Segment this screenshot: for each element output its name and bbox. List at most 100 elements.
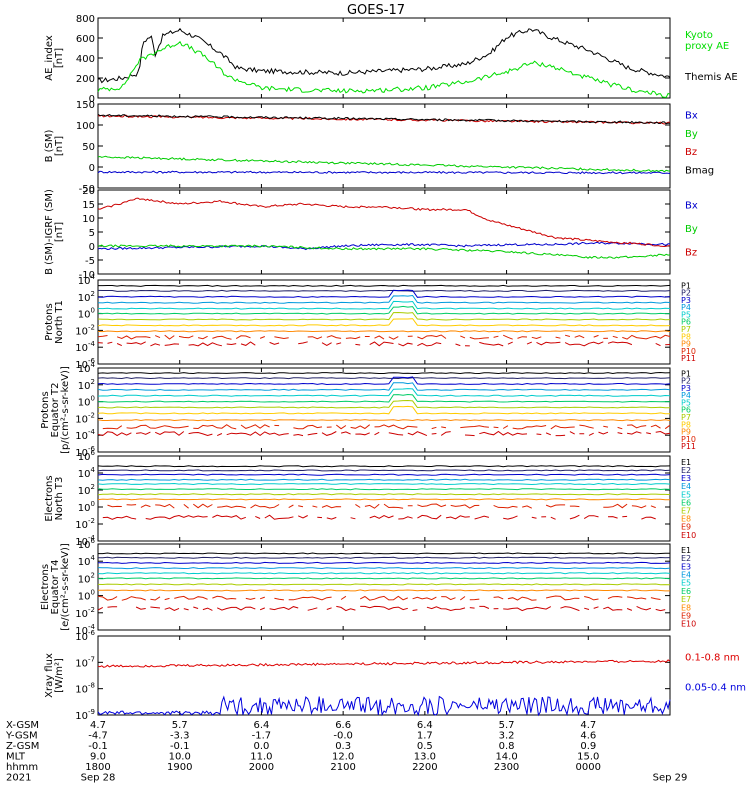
series-line-bx xyxy=(97,170,671,175)
series-line-e2 xyxy=(98,556,671,559)
legend-label: P6 xyxy=(681,318,691,327)
y-axis-label: [nT] xyxy=(54,48,65,68)
y-tick-label: 100 xyxy=(78,589,95,603)
legend-label: Themis AE xyxy=(684,72,738,83)
y-tick-exponent: -4 xyxy=(88,428,96,436)
axis-row-value: 0.3 xyxy=(335,741,351,752)
legend-label: Bx xyxy=(685,201,698,212)
y-axis-label: Protons xyxy=(40,391,51,428)
axis-row-value: 6.4 xyxy=(253,720,269,731)
legend-label: E8 xyxy=(681,515,691,524)
legend-label: By xyxy=(685,224,698,235)
series-line-e5 xyxy=(97,572,671,575)
legend-label: Bz xyxy=(685,147,697,158)
axis-row-value: -0.1 xyxy=(170,741,190,752)
axis-row-value: 4.7 xyxy=(90,720,106,731)
legend-label: P4 xyxy=(681,303,691,312)
y-tick-exponent: -6 xyxy=(88,357,96,365)
series-line-e9 xyxy=(108,504,671,508)
y-tick-label: 10-6 xyxy=(75,629,95,643)
axis-row-value: 1800 xyxy=(85,762,110,773)
y-tick-label: 0 xyxy=(89,242,95,253)
legend-label: Bz xyxy=(685,247,697,258)
y-axis-label: Equator T4 xyxy=(50,560,61,615)
y-tick-label: 0 xyxy=(89,163,95,174)
series-line-e6 xyxy=(97,488,671,491)
legend-label: E9 xyxy=(681,523,691,532)
legend-label: P5 xyxy=(681,310,691,319)
legend-label: P8 xyxy=(681,420,691,429)
series-line-p11 xyxy=(97,341,671,347)
legend-label: 0.05-0.4 nm xyxy=(685,683,746,694)
y-tick-label: 10 xyxy=(82,214,95,225)
y-tick-label: 600 xyxy=(76,34,95,45)
legend-label: E2 xyxy=(681,554,691,563)
legend-label: Kyoto xyxy=(685,30,713,41)
legend-label: E5 xyxy=(681,579,691,588)
series-line-e10 xyxy=(98,606,670,610)
series-line-p8 xyxy=(97,318,671,327)
series-line-e4 xyxy=(97,478,671,481)
legend-label: P8 xyxy=(681,332,691,341)
legend-label: P10 xyxy=(681,347,696,356)
axis-year: 2021 xyxy=(6,773,31,784)
axis-row-value: -0.0 xyxy=(333,731,353,742)
y-tick-label: 10-2 xyxy=(75,517,95,531)
y-tick-exponent: 2 xyxy=(91,290,95,298)
y-tick-label: 10-2 xyxy=(75,323,95,337)
series-line-p5 xyxy=(97,300,671,310)
axis-row-value: 3.2 xyxy=(499,731,515,742)
y-tick-label: 0 xyxy=(89,94,95,105)
axis-row-value: 10.0 xyxy=(169,752,191,763)
y-tick-exponent: 6 xyxy=(91,537,96,545)
y-tick-label: 106 xyxy=(78,537,96,551)
series-line-p4 xyxy=(97,294,671,304)
panel-frame xyxy=(97,17,671,99)
series-line-p9 xyxy=(97,330,671,333)
y-tick-label: 10-2 xyxy=(75,411,95,425)
y-tick-label: -10 xyxy=(79,270,95,281)
axis-row-label: X-GSM xyxy=(6,720,39,731)
y-tick-label: 10-8 xyxy=(75,682,95,696)
series-line-p3 xyxy=(97,289,671,298)
y-tick-label: 100 xyxy=(78,307,95,321)
legend-label: E6 xyxy=(681,587,691,596)
y-tick-label: -5 xyxy=(85,256,95,267)
axis-row-value: 2200 xyxy=(412,762,437,773)
series-line-p11 xyxy=(97,430,671,437)
legend-label: P2 xyxy=(681,289,691,298)
y-tick-exponent: -6 xyxy=(88,445,96,453)
legend-label: E6 xyxy=(681,498,691,507)
y-axis-label: Xray flux xyxy=(44,653,55,698)
axis-row-value: -3.3 xyxy=(170,731,190,742)
y-tick-exponent: -2 xyxy=(88,411,95,419)
y-tick-exponent: -2 xyxy=(88,606,95,614)
legend-label: P2 xyxy=(681,377,691,386)
legend-label: P7 xyxy=(681,325,691,334)
series-line-e7 xyxy=(97,493,671,496)
y-tick-exponent: -4 xyxy=(88,534,96,542)
legend-label: E2 xyxy=(681,466,691,475)
y-tick-label: 800 xyxy=(76,14,95,25)
axis-row-value: 1900 xyxy=(167,762,192,773)
series-line-e9 xyxy=(98,596,670,600)
y-tick-exponent: 4 xyxy=(91,273,96,281)
legend-label: E5 xyxy=(681,490,691,499)
axis-row-value: 2300 xyxy=(494,762,519,773)
legend-label: Bx xyxy=(685,111,698,122)
series-line-p5 xyxy=(97,388,671,397)
legend-label: E1 xyxy=(681,458,691,467)
axis-row-value: 15.0 xyxy=(577,752,599,763)
panel-frame xyxy=(97,367,671,453)
y-axis-label: [p/(cm²-s-sr-keV)] xyxy=(60,366,71,454)
y-tick-exponent: 4 xyxy=(91,554,96,562)
legend-label: P3 xyxy=(681,384,691,393)
series-line-e3 xyxy=(98,561,671,564)
y-axis-label: [nT] xyxy=(54,136,65,156)
axis-row-value: 0000 xyxy=(576,762,601,773)
